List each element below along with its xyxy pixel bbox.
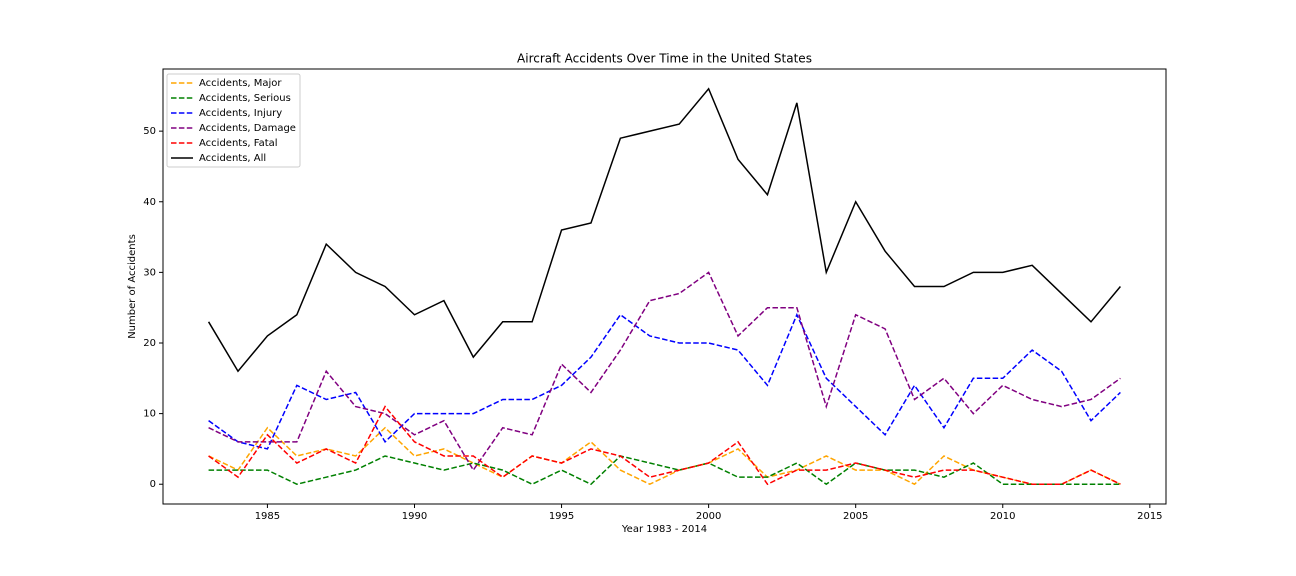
y-tick-label: 50 [143,126,156,137]
x-tick-label: 2000 [696,511,721,522]
series-line [208,312,1121,450]
legend: Accidents, Major Accidents, Serious Accide… [166,73,301,168]
y-tick-label: 0 [150,479,156,490]
legend-label: Accidents, All [199,153,266,164]
legend-box [166,73,301,168]
plot-area: 1985 1990 1995 2000 2005 2010 2015 0 10 20 30 40 50 [143,87,1163,522]
y-tick-label: 40 [143,197,156,208]
x-tick-label: 2005 [843,511,868,522]
legend-label: Accidents, Fatal [199,138,278,149]
x-tick-label: 2010 [990,511,1015,522]
x-tick-label: 1995 [549,511,574,522]
axes-frame [162,68,1167,505]
y-axis-label: Number of Accidents [127,234,138,339]
series-line [208,271,1121,472]
legend-label: Accidents, Injury [199,108,282,119]
y-tick-label: 20 [143,338,156,349]
legend-label: Accidents, Major [199,78,282,89]
legend-label: Accidents, Serious [199,93,291,104]
series-line [207,87,1121,373]
y-tick-label: 10 [143,409,156,420]
series-line [208,426,1121,486]
y-tick-label: 30 [143,267,156,278]
legend-label: Accidents, Damage [199,123,296,134]
x-axis-label: Year 1983 - 2014 [621,524,707,535]
x-tick-label: 1985 [255,511,280,522]
x-tick-label: 2015 [1137,511,1162,522]
x-tick-label: 1990 [402,511,427,522]
chart-title: Aircraft Accidents Over Time in the Unit… [517,52,812,66]
